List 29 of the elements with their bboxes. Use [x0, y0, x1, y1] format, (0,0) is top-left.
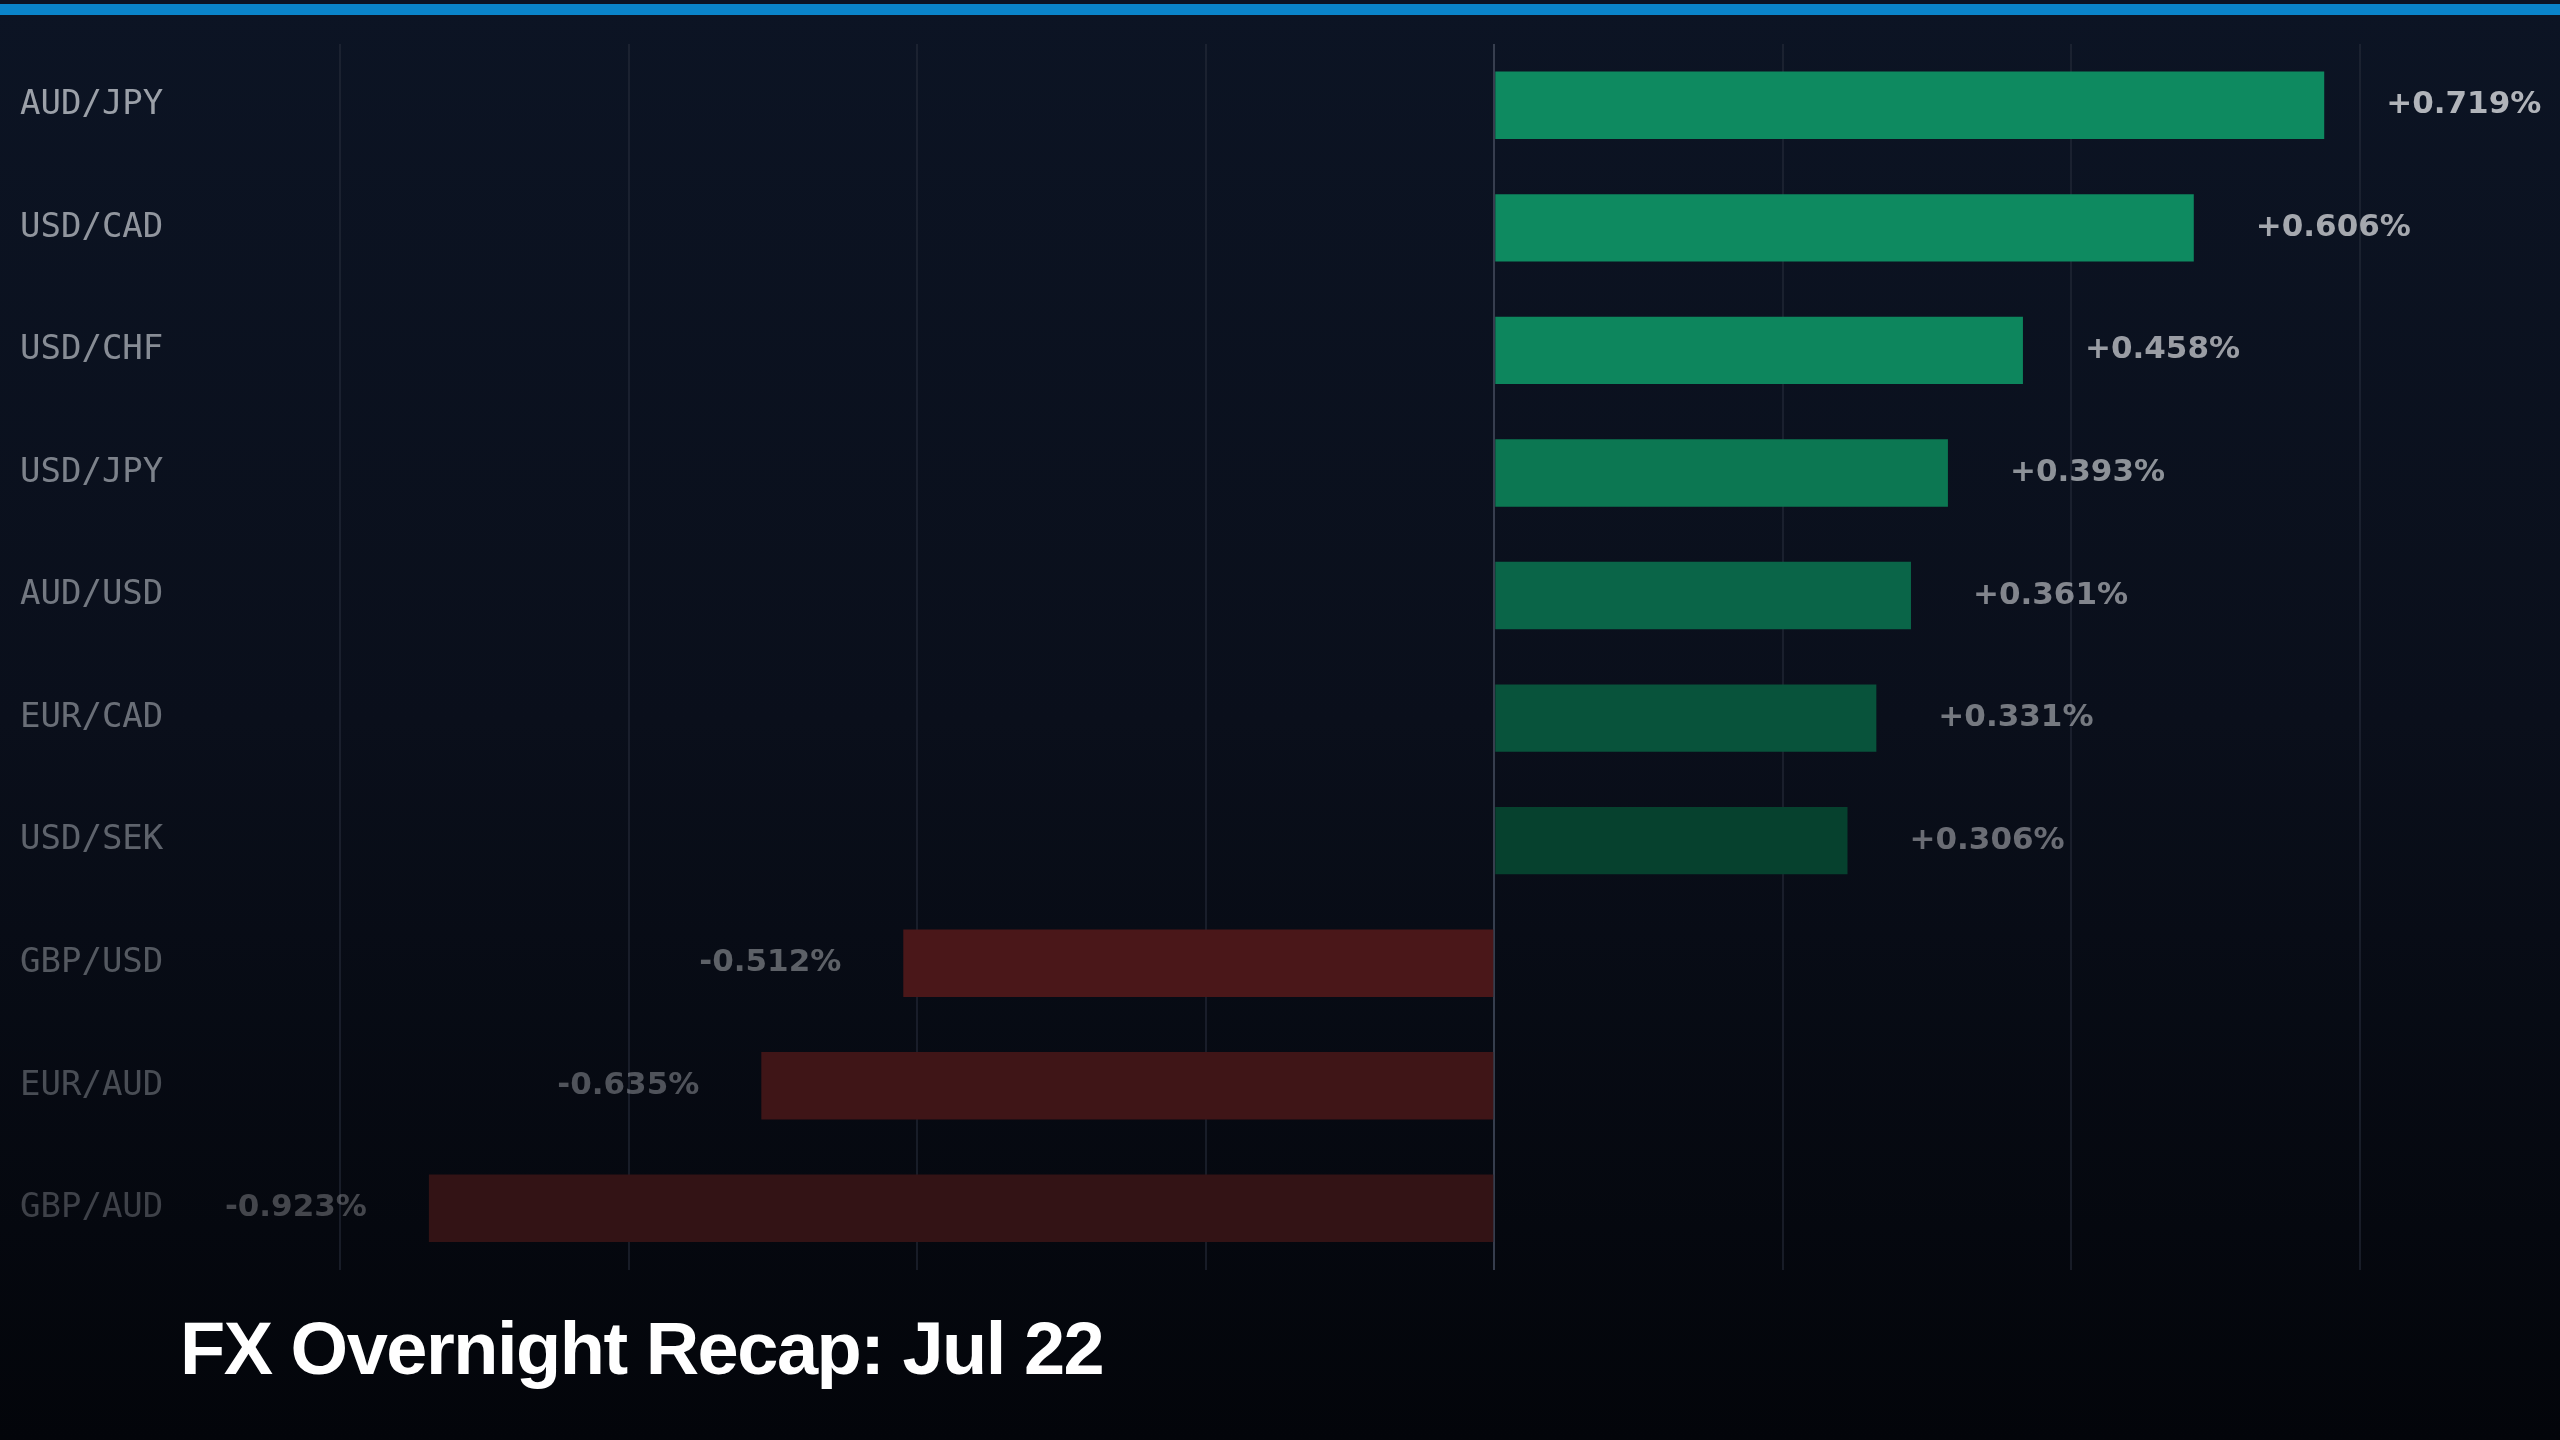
bar	[428, 1174, 1494, 1243]
y-tick-label: USD/SEK	[20, 817, 164, 858]
bar	[1495, 561, 1911, 630]
text: FX Overnight Recap: Jul 22	[180, 1306, 1104, 1392]
y-tick-label: USD/JPY	[20, 449, 164, 490]
bar	[761, 1052, 1494, 1120]
data-label: +0.361%	[1972, 574, 2129, 611]
y-tick-label: USD/CAD	[20, 204, 164, 245]
bar	[903, 929, 1494, 997]
data-label: +0.393%	[2009, 452, 2166, 489]
data-label: -0.635%	[557, 1064, 700, 1101]
bar	[1495, 684, 1877, 752]
y-tick-label: AUD/JPY	[20, 82, 164, 123]
y-tick-label: EUR/AUD	[20, 1062, 164, 1103]
data-label: +0.331%	[1938, 697, 2094, 734]
data-label: +0.458%	[2084, 329, 2241, 366]
bar	[1495, 71, 2325, 139]
bar	[1495, 316, 2023, 385]
bar	[1495, 439, 1948, 507]
data-label: -0.512%	[699, 942, 842, 979]
data-label: +0.606%	[2255, 206, 2411, 243]
data-label: +0.719%	[2386, 84, 2542, 121]
data-label: +0.306%	[1909, 819, 2065, 856]
y-tick-label: EUR/CAD	[20, 694, 164, 735]
bar	[1495, 194, 2194, 262]
y-tick-label: GBP/USD	[20, 940, 164, 981]
bar	[1495, 806, 1848, 875]
y-tick-label: AUD/USD	[20, 572, 164, 613]
y-tick-label: USD/CHF	[20, 327, 164, 368]
